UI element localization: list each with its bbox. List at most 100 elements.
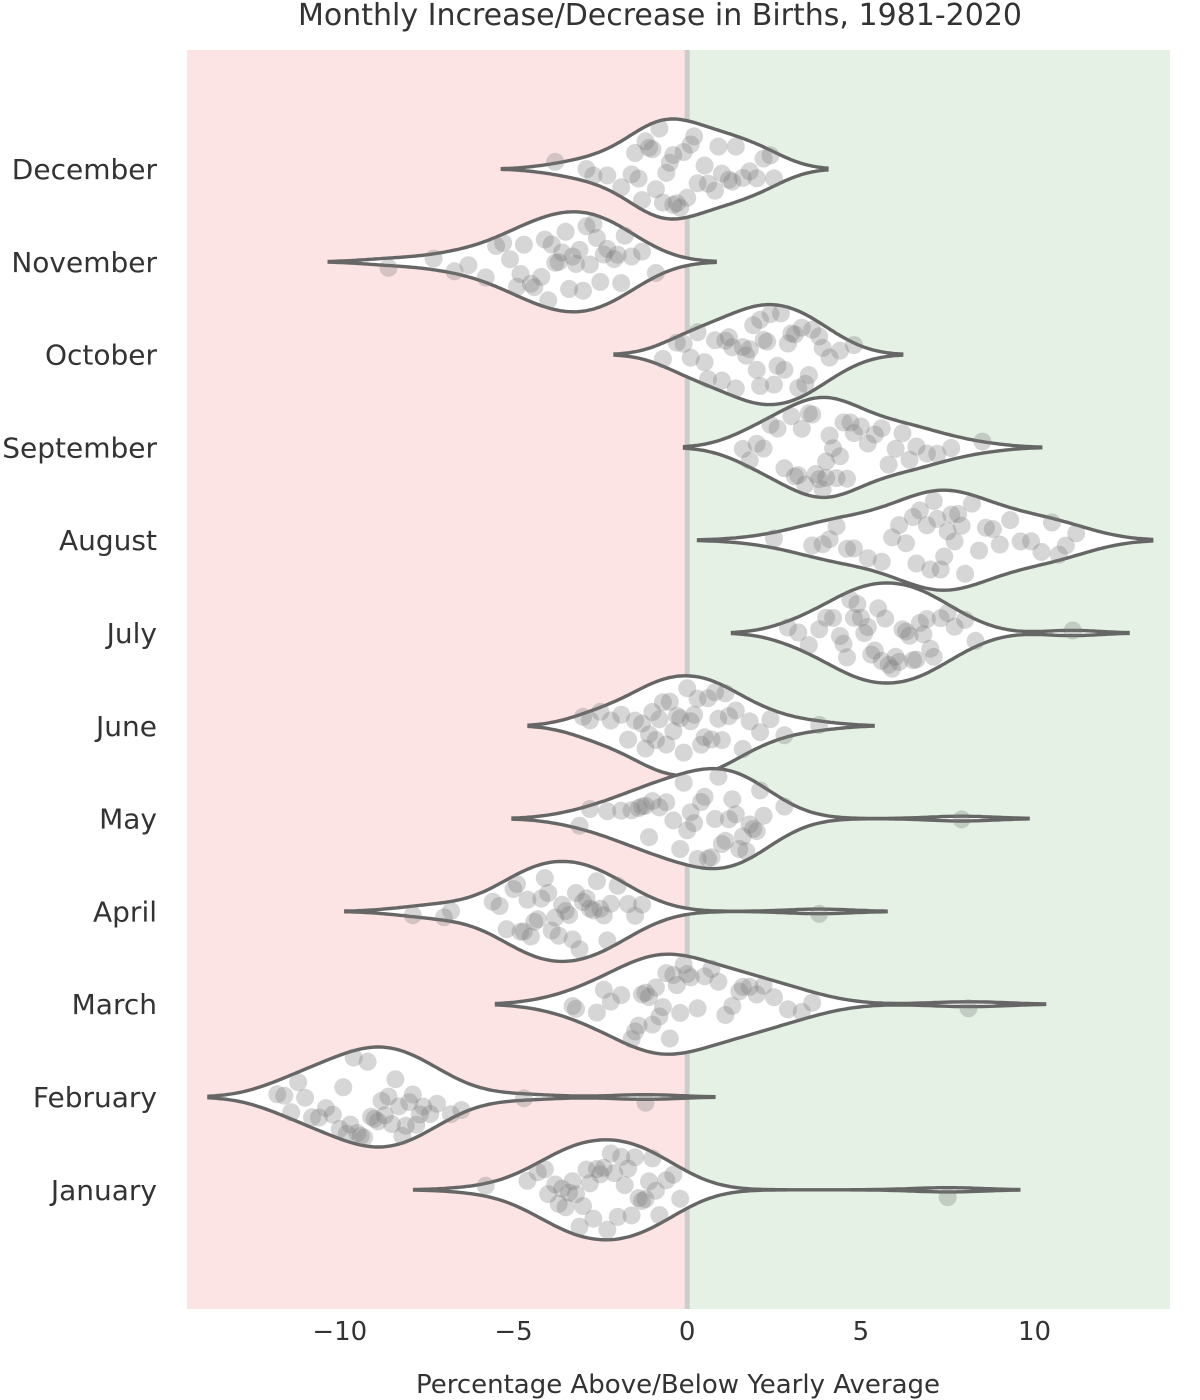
data-point-september — [817, 468, 836, 487]
data-point-march — [622, 1030, 641, 1048]
data-point-may — [664, 811, 683, 830]
data-point-march — [626, 1022, 645, 1041]
data-point-august — [931, 560, 950, 579]
data-point-december — [577, 160, 596, 179]
violin-august — [696, 488, 1154, 592]
data-point-july — [844, 608, 863, 627]
data-point-november — [459, 256, 478, 275]
data-point-february — [428, 1094, 447, 1113]
data-point-may — [712, 835, 731, 853]
data-point-october — [716, 331, 735, 350]
data-point-november — [549, 253, 568, 272]
data-point-august — [844, 539, 863, 558]
data-point-march — [567, 999, 585, 1018]
data-point-march — [765, 988, 783, 1007]
data-point-august — [910, 501, 929, 520]
data-point-may — [629, 799, 648, 818]
data-point-june — [674, 743, 693, 762]
data-point-july — [938, 604, 957, 622]
data-point-january — [622, 1206, 641, 1225]
data-point-january — [539, 1185, 558, 1204]
data-point-august — [921, 560, 940, 579]
data-point-july — [851, 608, 870, 627]
data-point-november — [563, 247, 582, 266]
data-point-december — [646, 180, 665, 199]
data-point-april — [580, 899, 599, 918]
data-point-july — [1063, 621, 1082, 640]
data-point-december — [667, 194, 686, 213]
data-point-march — [653, 998, 672, 1017]
y-tick-label-march: March — [72, 988, 157, 1021]
data-point-september — [782, 407, 801, 426]
data-point-march — [959, 999, 978, 1018]
data-point-january — [640, 1172, 658, 1191]
data-point-september — [917, 444, 936, 463]
data-point-june — [574, 707, 592, 726]
data-point-february — [348, 1124, 367, 1143]
y-tick-label-january: January — [49, 1174, 157, 1207]
data-point-october — [667, 333, 686, 352]
data-point-november — [476, 268, 495, 287]
data-point-september — [775, 459, 794, 478]
data-point-september — [820, 426, 839, 445]
data-point-july — [945, 617, 964, 636]
data-point-february — [400, 1093, 419, 1112]
data-point-august — [1011, 532, 1030, 551]
data-point-may — [688, 850, 707, 868]
data-point-july — [904, 651, 922, 670]
data-point-september — [942, 439, 961, 457]
data-point-february — [389, 1097, 408, 1116]
data-point-march — [695, 967, 714, 986]
data-point-january — [476, 1176, 495, 1195]
data-point-december — [685, 127, 704, 146]
data-point-august — [820, 530, 839, 549]
data-point-october — [681, 348, 700, 367]
data-point-september — [872, 419, 891, 438]
data-point-april — [577, 889, 596, 908]
data-point-july — [865, 641, 884, 660]
data-point-june — [612, 705, 631, 724]
data-point-august — [924, 492, 943, 510]
data-point-march — [754, 976, 773, 995]
violin-september — [682, 395, 1043, 500]
data-point-september — [817, 452, 836, 471]
data-point-november — [605, 250, 624, 268]
data-point-april — [626, 906, 645, 925]
data-point-december — [674, 143, 693, 161]
data-point-february — [396, 1116, 415, 1135]
data-point-september — [747, 434, 766, 453]
data-point-october — [785, 325, 804, 344]
data-point-december — [664, 146, 683, 165]
data-point-july — [924, 647, 943, 666]
data-point-may — [580, 800, 599, 818]
data-point-january — [594, 1158, 613, 1177]
violin-july — [730, 581, 1130, 685]
data-point-july — [799, 636, 818, 655]
data-point-september — [761, 415, 780, 434]
data-point-october — [789, 379, 808, 398]
x-tick-label: −10 — [312, 1317, 367, 1347]
data-point-december — [706, 181, 724, 200]
data-point-march — [778, 1000, 797, 1019]
data-point-december — [695, 156, 714, 175]
data-point-april — [567, 884, 585, 902]
x-tick-label: 0 — [679, 1317, 696, 1347]
data-point-february — [382, 1115, 401, 1134]
data-point-july — [917, 610, 936, 629]
data-point-january — [528, 1163, 547, 1182]
data-point-july — [879, 655, 898, 674]
data-point-july — [838, 648, 856, 667]
data-point-september — [799, 404, 818, 423]
chart-title: Monthly Increase/Decrease in Births, 198… — [298, 0, 1022, 33]
data-point-june — [591, 702, 610, 721]
x-axis-ticks: −10 −5 0 5 10 — [312, 1317, 1051, 1347]
data-point-april — [504, 880, 523, 899]
data-point-may — [744, 819, 763, 838]
data-point-september — [803, 405, 822, 424]
data-point-january — [591, 1165, 610, 1184]
data-point-october — [775, 360, 794, 379]
data-point-january — [560, 1183, 579, 1202]
data-point-january — [633, 1192, 651, 1210]
data-point-february — [452, 1101, 471, 1120]
